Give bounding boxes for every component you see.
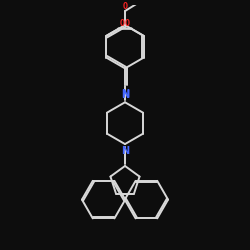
Text: N: N — [121, 146, 129, 156]
Text: O: O — [122, 2, 128, 11]
Text: N: N — [121, 90, 129, 101]
Text: O: O — [125, 19, 130, 28]
Text: O: O — [120, 19, 125, 28]
Text: N: N — [121, 88, 129, 99]
